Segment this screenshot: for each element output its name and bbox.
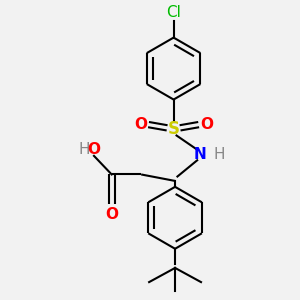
Text: O: O (200, 117, 213, 132)
Text: O: O (88, 142, 100, 158)
Text: O: O (105, 208, 118, 223)
Text: H: H (78, 142, 89, 158)
Text: H: H (213, 148, 225, 163)
Text: N: N (194, 148, 206, 163)
Text: O: O (134, 117, 147, 132)
Text: Cl: Cl (166, 5, 181, 20)
Text: S: S (168, 120, 180, 138)
